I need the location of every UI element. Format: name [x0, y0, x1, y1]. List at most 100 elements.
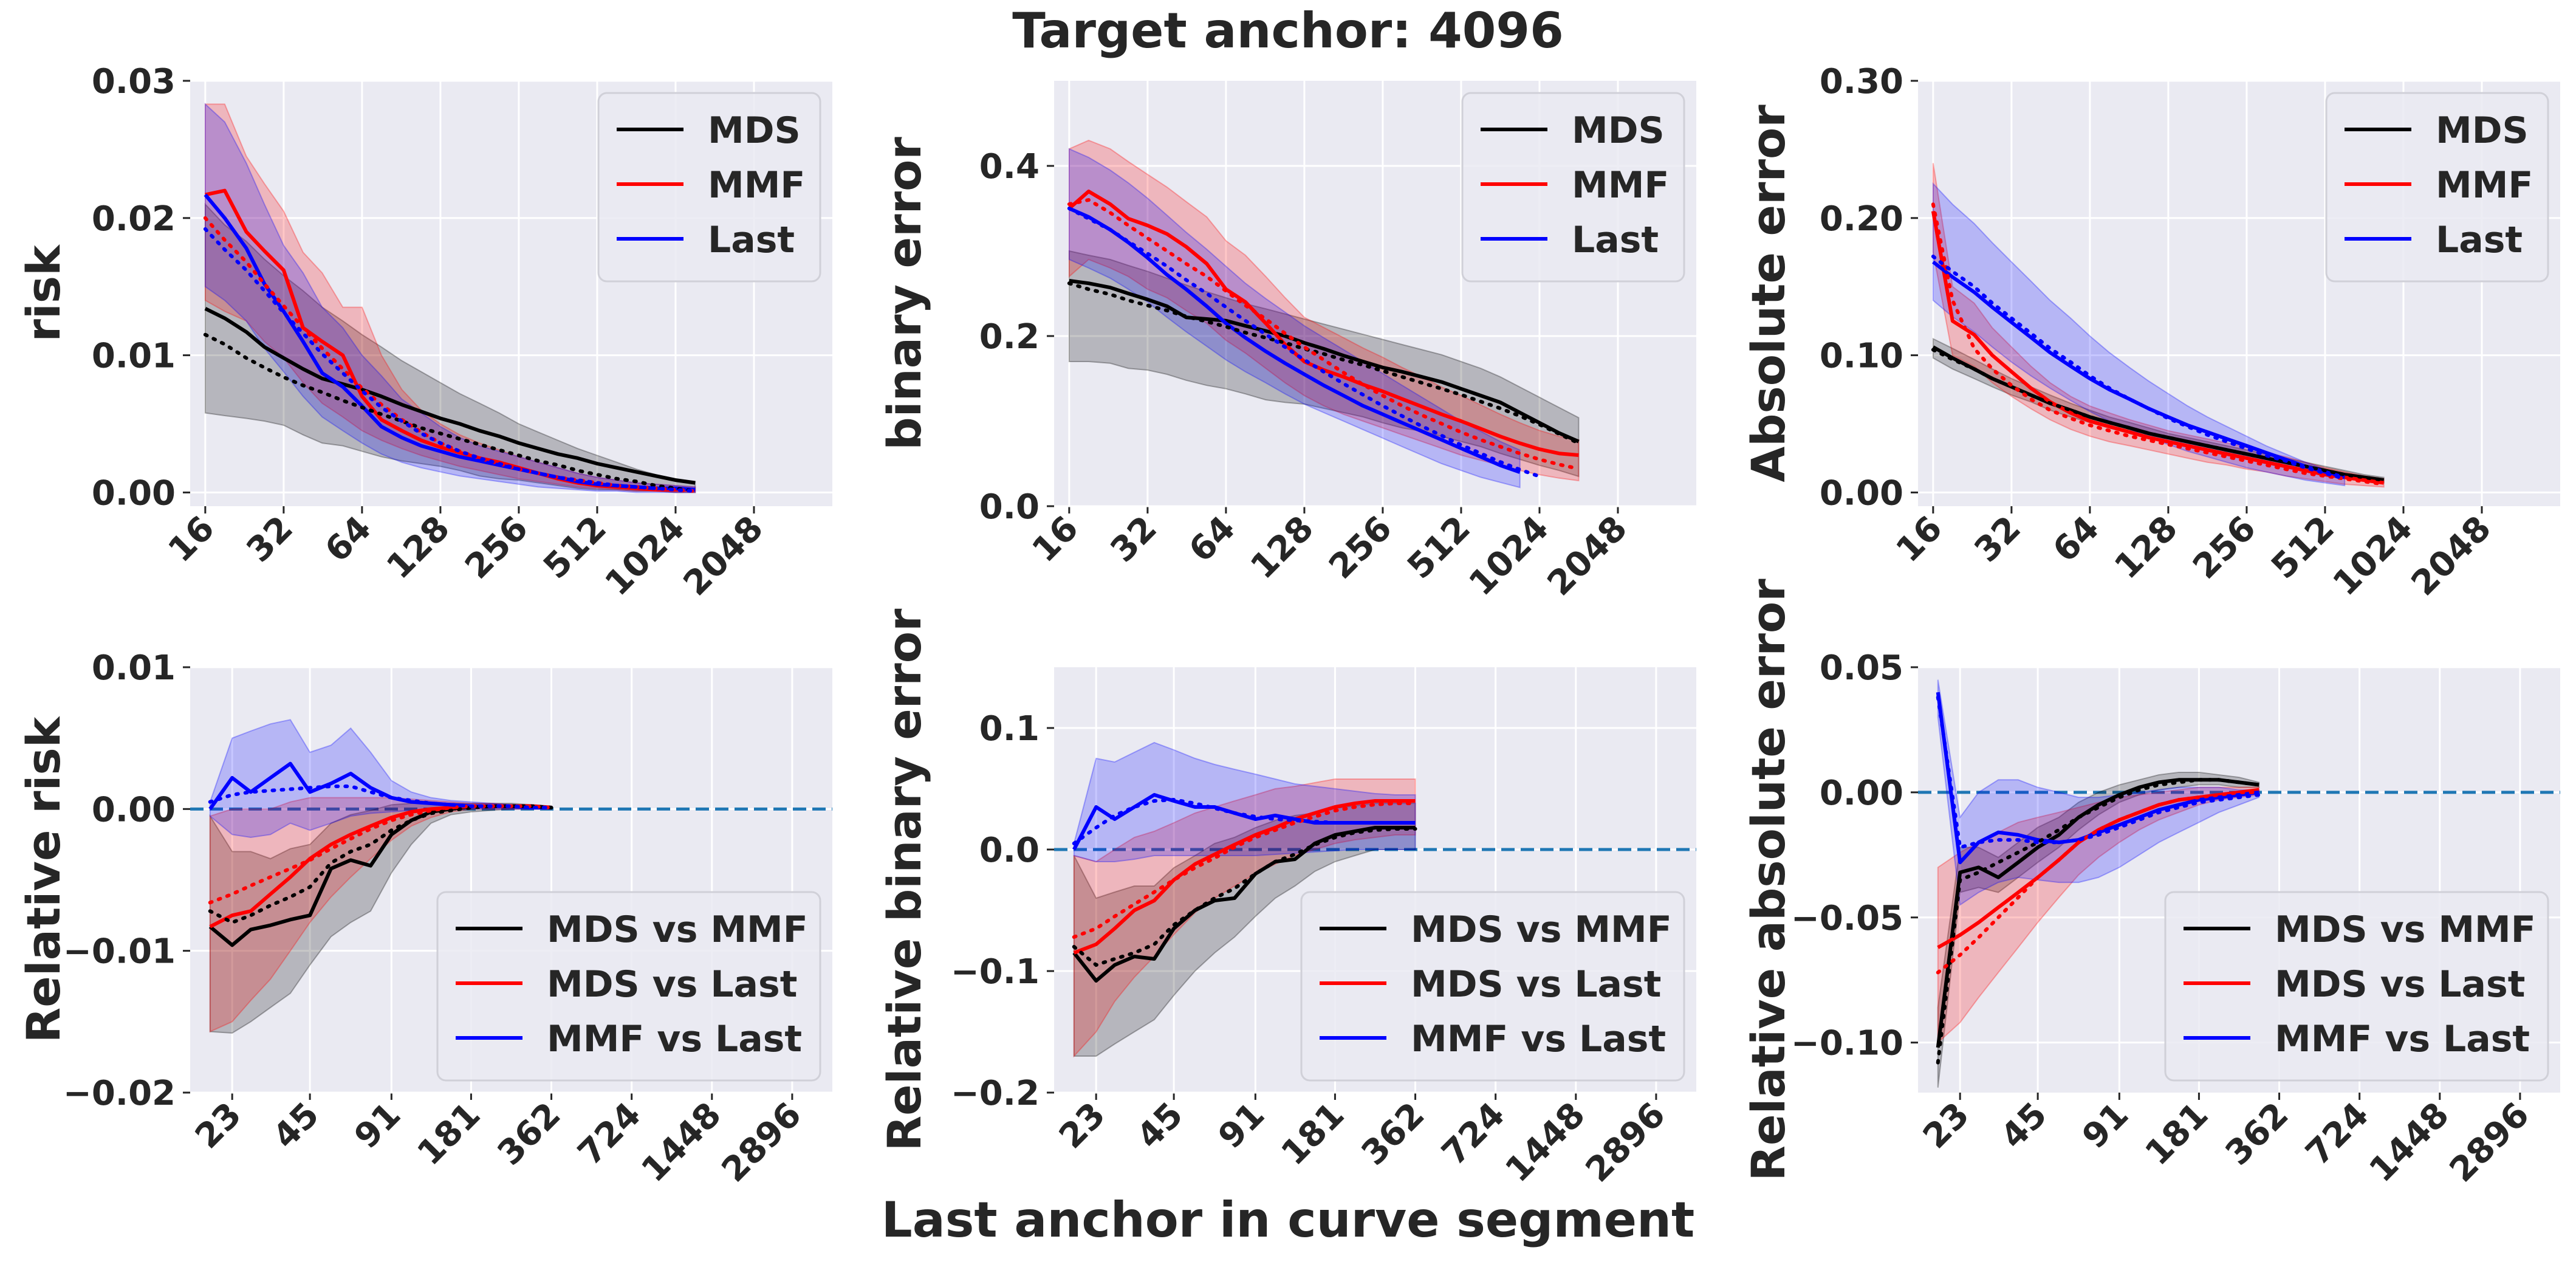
y-tick-label: 0.2 [979, 317, 1040, 357]
legend-label: MDS [708, 109, 801, 152]
y-tick-label: 0.01 [92, 648, 176, 688]
x-tick-label: 2896 [1578, 1095, 1673, 1190]
fit-mds-vs-mmf [1072, 827, 1417, 967]
legend-label: Last [2436, 219, 2523, 261]
x-tick-label: 256 [2185, 509, 2264, 587]
x-tick-label: 128 [379, 509, 457, 587]
x-tick-label: 362 [490, 1095, 569, 1173]
y-tick-label: −0.1 [951, 952, 1040, 992]
legend-label: MMF vs Last [2275, 1018, 2530, 1060]
y-tick-label: 0.1 [979, 709, 1040, 749]
band-mds-vs-mmf [1073, 803, 1416, 1057]
legend-label: Last [1572, 219, 1659, 261]
y-tick-label: −0.01 [63, 932, 176, 972]
plot-marks [190, 719, 832, 1034]
x-tick-label: 181 [2138, 1095, 2216, 1173]
x-tick-label: 128 [1243, 509, 1321, 587]
line-mmf [1931, 210, 2385, 485]
x-tick-label: 64 [318, 509, 379, 570]
line-mds-vs-mmf [1936, 778, 2259, 1048]
figure-xlabel: Last anchor in curve segment [882, 1192, 1695, 1248]
y-tick-label: 0.05 [1820, 648, 1903, 688]
x-tick-label: 32 [1967, 509, 2029, 570]
legend: MDS vs MMF MDS vs Last MMF vs Last [436, 891, 821, 1082]
fit-mds-vs-mmf [1936, 778, 2261, 1065]
x-tick-label: 1024 [598, 509, 693, 603]
y-tick-label: 0.00 [1820, 473, 1903, 513]
y-tick-label: 0.0 [979, 487, 1040, 527]
y-axis-label: risk [16, 244, 70, 342]
legend: MDS MMF Last [2325, 92, 2549, 283]
x-tick-label: 64 [2046, 509, 2107, 570]
x-tick-label: 2048 [1540, 509, 1635, 603]
line-last [1068, 207, 1521, 474]
y-axis-label: Relative risk [16, 716, 70, 1043]
legend: MDS vs MMF MDS vs Last MMF vs Last [1300, 891, 1685, 1082]
legend: MDS vs MMF MDS vs Last MMF vs Last [2164, 891, 2549, 1082]
y-tick-label: −0.2 [951, 1074, 1040, 1113]
x-tick-label: 181 [1274, 1095, 1352, 1173]
x-tick-label: 128 [2107, 509, 2185, 587]
x-tick-label: 2048 [676, 509, 771, 603]
legend-frame [1461, 92, 1685, 283]
band-mmf [1932, 163, 2385, 488]
legend-frame [2325, 92, 2549, 283]
x-tick-label: 45 [1993, 1095, 2055, 1156]
x-tick-label: 1448 [1498, 1095, 1593, 1190]
band-last [1932, 182, 2346, 487]
fit-mmf-vs-last [1072, 797, 1417, 845]
y-tick-label: −0.02 [63, 1074, 176, 1113]
legend-label: MDS vs Last [2275, 963, 2525, 1006]
band-mmf-vs-last [1937, 679, 2260, 906]
legend-frame [597, 92, 821, 283]
x-tick-label: 45 [265, 1095, 327, 1156]
legend-frame [436, 891, 821, 1082]
y-tick-label: 0.00 [92, 790, 176, 829]
line-mds-vs-last [1073, 799, 1416, 955]
fit-mmf-vs-last [208, 785, 553, 809]
x-tick-label: 16 [1889, 509, 1950, 570]
fit-mds [203, 332, 697, 493]
y-tick-label: 0.0 [979, 831, 1040, 870]
fit-mds-vs-last [1072, 802, 1417, 939]
legend-frame [1300, 891, 1685, 1082]
y-axis-label: Relative binary error [877, 608, 931, 1151]
line-mds-vs-mmf [1072, 826, 1416, 983]
x-tick-label: 1024 [2326, 509, 2420, 603]
x-tick-label: 181 [410, 1095, 488, 1173]
line-mds [204, 307, 696, 485]
y-tick-label: 0.4 [979, 147, 1040, 187]
x-tick-label: 64 [1182, 509, 1243, 570]
legend-label: MDS vs MMF [2275, 908, 2536, 951]
x-tick-label: 362 [1354, 1095, 1433, 1173]
x-tick-label: 2896 [2442, 1095, 2537, 1190]
x-tick-label: 2896 [714, 1095, 809, 1190]
fit-mds-vs-last [1936, 790, 2261, 975]
x-tick-label: 1448 [2362, 1095, 2457, 1190]
plot-marks [203, 103, 697, 493]
band-mds-vs-last [1073, 778, 1416, 1058]
legend-label: MMF [2436, 164, 2533, 207]
fit-last [1067, 207, 1541, 478]
y-tick-label: 0.20 [1820, 199, 1903, 239]
panel-risk: 16 32 64 128 256 512102420480.000.010.020.03r… [16, 62, 832, 603]
legend-label: MDS vs MMF [1411, 908, 1672, 951]
fit-last [1931, 255, 2347, 481]
x-tick-label: 23 [1916, 1095, 1977, 1156]
legend-label: MMF vs Last [547, 1018, 802, 1060]
legend-label: Last [708, 219, 795, 261]
x-tick-label: 256 [1321, 509, 1400, 587]
fit-last [203, 227, 697, 493]
panels: 16 32 64 128 256 512102420480.000.010.020.03r… [16, 62, 2560, 1190]
fit-mds [1067, 281, 1581, 445]
y-tick-label: 0.10 [1820, 337, 1903, 376]
legend-label: MDS [1572, 109, 1665, 152]
legend-label: MDS [2436, 109, 2529, 152]
legend-label: MDS vs MMF [547, 908, 808, 951]
x-tick-label: 32 [1103, 509, 1165, 570]
plot-marks [1931, 163, 2386, 488]
fit-mmf [1931, 202, 2386, 486]
y-tick-label: −0.05 [1791, 899, 1903, 938]
